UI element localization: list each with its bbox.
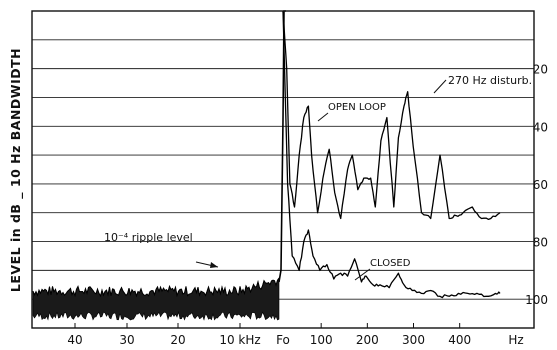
- x-tick-label: 30: [119, 333, 134, 347]
- y-ticks: 20 40 60 80 100: [525, 63, 548, 308]
- y-tick-label: 80: [533, 236, 548, 250]
- series-line-closed: [282, 10, 501, 299]
- x-tick-label: 300: [402, 333, 425, 347]
- x-tick-label: 10 kHz: [219, 333, 260, 347]
- x-tick-label: 20: [170, 333, 185, 347]
- ripple-arrowhead: [210, 262, 218, 268]
- y-tick-label: 20: [533, 63, 548, 77]
- ripple-noise-band: [32, 277, 280, 321]
- disturb-annotation: 270 Hz disturb.: [448, 74, 532, 87]
- disturb-arrow: [433, 79, 447, 94]
- y-tick-label: 40: [533, 120, 548, 134]
- y-axis-title: LEVEL in dB _ 10 Hz BANDWIDTH: [8, 48, 24, 292]
- series-line-open-loop: [282, 10, 501, 221]
- x-tick-label: 100: [310, 333, 333, 347]
- carrier-label: Fo: [276, 333, 290, 347]
- closed-annotation: CLOSED: [370, 258, 411, 269]
- x-tick-label: 200: [356, 333, 379, 347]
- y-tick-label: 60: [533, 178, 548, 192]
- y-tick-label: 100: [525, 293, 548, 307]
- x-tick-label: 40: [67, 333, 82, 347]
- x-tick-label: 400: [448, 333, 471, 347]
- x-unit-label: Hz: [508, 333, 523, 347]
- closed-arrow: [354, 268, 371, 281]
- ripple-noise-edge: [32, 277, 280, 298]
- plot-frame: [31, 10, 535, 329]
- ripple-level-annotation: 10⁻⁴ ripple level: [104, 231, 193, 244]
- open-loop-arrow: [317, 112, 329, 122]
- x-ticks: 40 30 20 10 kHz Fo 100 200 300 400 Hz: [67, 323, 524, 347]
- open-loop-annotation: OPEN LOOP: [328, 102, 386, 113]
